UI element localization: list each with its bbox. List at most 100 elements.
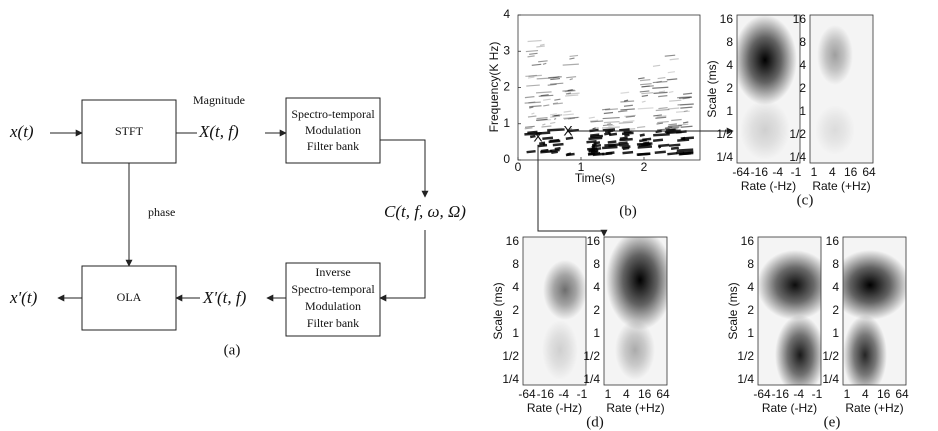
heatmap-blob (740, 100, 790, 160)
spectrogram-texture (567, 92, 580, 95)
spectrogram-texture (680, 125, 693, 128)
spectrogram-texture (639, 78, 651, 82)
spectrogram-texture (683, 92, 693, 95)
spectrogram-texture (680, 106, 693, 109)
spectrogram-texture (540, 148, 549, 153)
spectrogram-texture (640, 83, 652, 86)
markers: X X (533, 123, 734, 237)
spectrogram-texture (524, 101, 541, 104)
spectrogram-texture (639, 138, 647, 143)
spectrogram-texture (603, 111, 614, 115)
spectrogram-texture (550, 113, 557, 116)
y-tick-label: 2 (799, 81, 806, 95)
plot-frame (522, 236, 587, 386)
spectrogram-texture (531, 63, 542, 66)
block-label: Spectro-temporal (291, 107, 375, 121)
y-tick-label: 1/2 (737, 349, 754, 363)
spectrogram-texture (637, 145, 653, 149)
spectrogram-texture (566, 128, 573, 131)
magnitude-label: Magnitude (193, 93, 245, 107)
spectrogram-texture (664, 126, 680, 129)
y-tick-label: 1 (593, 326, 600, 340)
spectrogram-texture (607, 140, 617, 144)
spectrogram-texture (590, 150, 598, 154)
spectrogram-texture (619, 137, 633, 142)
x-axis-label: Rate (-Hz) (741, 179, 796, 193)
spectrogram-texture (538, 94, 554, 97)
spectrogram-texture (636, 126, 646, 129)
spectrogram-texture (667, 124, 682, 128)
heatmap-blob (758, 250, 821, 320)
spectrogram-texture (601, 126, 620, 129)
y-tick-label: 2 (503, 80, 510, 94)
plot-frame (842, 236, 907, 386)
spectrogram-texture (536, 91, 552, 94)
spectrogram-texture (668, 143, 681, 147)
block-label: Inverse (315, 265, 350, 279)
y-tick-label: 8 (512, 257, 519, 271)
y-axis-label: Frequency(K Hz) (487, 42, 501, 133)
spectrogram-texture (562, 63, 579, 66)
spectrogram-texture (620, 108, 635, 111)
y-tick-label: 4 (799, 58, 806, 72)
spectrogram-texture (525, 74, 542, 77)
spectrogram-texture (657, 128, 670, 131)
spectrogram-texture (524, 127, 533, 130)
x-tick-label: 16 (638, 387, 652, 401)
spectrogram-texture (547, 83, 557, 86)
spectrogram-texture (682, 121, 689, 124)
spectrogram-texture (591, 144, 596, 149)
spectrogram-texture (536, 117, 548, 120)
spectrogram-texture (529, 105, 542, 108)
y-tick-label: 2 (726, 81, 733, 95)
spectrogram-texture (676, 130, 687, 134)
spectrogram-texture (658, 90, 666, 93)
spectrogram-texture (677, 96, 692, 99)
phase-label: phase (148, 205, 175, 219)
x-tick-label: -64 (732, 165, 750, 179)
spectrogram-texture (637, 107, 654, 110)
spectrogram-texture (658, 107, 668, 110)
spectrogram-texture (553, 114, 563, 117)
arrow (379, 230, 426, 302)
spectrogram-texture (528, 101, 536, 104)
y-tick-label: 8 (726, 35, 733, 49)
plot-frame (603, 236, 668, 386)
y-tick-label: 1/2 (716, 127, 733, 141)
spectrogram-texture (671, 118, 682, 122)
x-tick-label: 1 (844, 387, 851, 401)
y-tick-label: 16 (826, 234, 840, 248)
x-tick-label: 1 (811, 165, 818, 179)
spectrogram-texture (657, 76, 666, 80)
plot-frame (736, 14, 801, 164)
spectrogram-texture (624, 114, 636, 117)
spectrogram-texture (529, 106, 534, 109)
spectrogram-texture (528, 74, 537, 77)
spectrogram-texture (587, 152, 596, 156)
x-tick-label: -16 (751, 165, 769, 179)
spectrogram-texture (549, 138, 560, 143)
y-tick-label: 8 (832, 257, 839, 271)
block-label: Modulation (305, 299, 361, 313)
heatmap-blob (815, 105, 855, 155)
spectrogram-texture (569, 78, 573, 81)
x-tick-label: 1 (605, 387, 612, 401)
y-tick-label: 1/2 (583, 349, 600, 363)
y-tick-label: 4 (747, 280, 754, 294)
y-tick-label: 1 (512, 326, 519, 340)
caption: (a) (224, 342, 241, 358)
caption: (b) (619, 203, 637, 219)
spectrogram-texture (549, 148, 560, 153)
signal-label: x(t) (9, 122, 34, 141)
spectrogram-texture (653, 91, 668, 95)
spectrogram-texture (619, 136, 628, 140)
y-tick-label: 4 (832, 280, 839, 294)
spectrogram-texture (624, 133, 630, 137)
plot-frame (809, 14, 874, 164)
spectrogram-texture (543, 104, 550, 107)
x-tick-label: -1 (812, 387, 823, 401)
spectrogram-texture (569, 54, 579, 58)
